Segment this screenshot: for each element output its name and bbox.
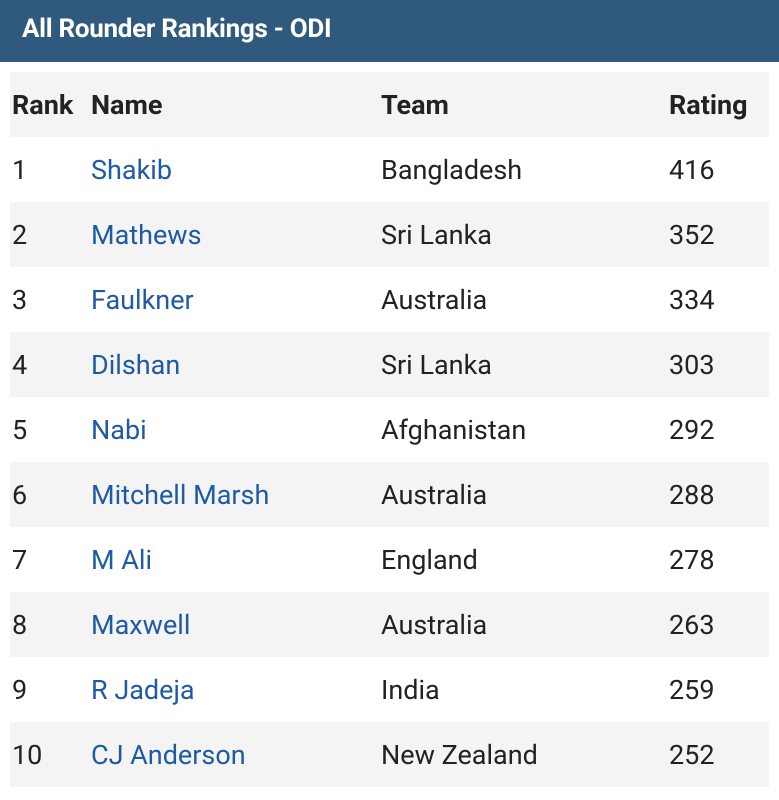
name-cell: Faulkner [91, 267, 381, 332]
player-link[interactable]: CJ Anderson [91, 738, 246, 771]
rating-cell: 352 [669, 202, 769, 267]
name-cell: M Ali [91, 527, 381, 592]
name-cell: Maxwell [91, 592, 381, 657]
rank-cell: 4 [10, 332, 91, 397]
team-cell: Sri Lanka [381, 202, 669, 267]
team-cell: Sri Lanka [381, 332, 669, 397]
header-title: All Rounder Rankings - ODI [22, 14, 332, 44]
header-row: Rank Name Team Rating [10, 72, 769, 137]
player-link[interactable]: Dilshan [91, 348, 181, 381]
player-link[interactable]: Shakib [91, 153, 172, 186]
table-row: 6 Mitchell Marsh Australia 288 [10, 462, 769, 527]
rating-cell: 252 [669, 722, 769, 787]
player-link[interactable]: Faulkner [91, 283, 194, 316]
column-header: Rank [10, 72, 91, 137]
player-link[interactable]: Nabi [91, 413, 147, 446]
player-link[interactable]: Mitchell Marsh [91, 478, 270, 511]
rating-cell: 416 [669, 153, 715, 186]
player-link[interactable]: R Jadeja [91, 673, 195, 706]
rank-cell: 10 [10, 722, 91, 787]
name-cell: Nabi [91, 397, 381, 462]
rankings-table: Rank Name Team Rating 1 Shakib Bangladesh 416 2… [10, 72, 769, 787]
player-link[interactable]: M Ali [91, 543, 153, 576]
team-cell: Bangladesh [381, 153, 523, 186]
team-cell: New Zealand [381, 722, 669, 787]
rank-cell: 6 [10, 462, 91, 527]
rating-cell: 292 [669, 413, 715, 446]
rating-cell: 278 [669, 543, 715, 576]
rank-cell: 1 [12, 153, 28, 186]
rank-cell: 7 [12, 543, 28, 576]
name-cell: Shakib [91, 137, 381, 202]
table-row: 1 Shakib Bangladesh 416 [10, 137, 769, 202]
team-cell: India [381, 673, 440, 706]
table-row: 9 R Jadeja India 259 [10, 657, 769, 722]
table-row: 2 Mathews Sri Lanka 352 [10, 202, 769, 267]
team-cell: Afghanistan [381, 413, 527, 446]
table-row: 8 Maxwell Australia 263 [10, 592, 769, 657]
table-body: 1 Shakib Bangladesh 416 2 Mathews Sri Lanka 352… [10, 137, 769, 787]
rank-cell: 2 [10, 202, 91, 267]
team-cell: Australia [381, 283, 488, 316]
name-cell: R Jadeja [91, 657, 381, 722]
rank-cell: 3 [12, 283, 28, 316]
rank-cell: 5 [12, 413, 28, 446]
rating-cell: 334 [669, 283, 715, 316]
name-cell: Mathews [91, 202, 381, 267]
column-header: Name [91, 72, 381, 137]
table-row: 3 Faulkner Australia 334 [10, 267, 769, 332]
team-cell: Australia [381, 592, 669, 657]
team-cell: Australia [381, 462, 669, 527]
player-link[interactable]: Maxwell [91, 608, 191, 641]
header-bar: All Rounder Rankings - ODI [0, 0, 779, 62]
player-link[interactable]: Mathews [91, 218, 202, 251]
rating-cell: 263 [669, 592, 769, 657]
team-cell: England [381, 543, 478, 576]
table-row: 5 Nabi Afghanistan 292 [10, 397, 769, 462]
name-cell: Dilshan [91, 332, 381, 397]
column-header: Team [381, 72, 669, 137]
rating-cell: 288 [669, 462, 769, 527]
rank-cell: 9 [12, 673, 28, 706]
rating-cell: 259 [669, 673, 715, 706]
table-row: 10 CJ Anderson New Zealand 252 [10, 722, 769, 787]
table-row: 4 Dilshan Sri Lanka 303 [10, 332, 769, 397]
rank-cell: 8 [10, 592, 91, 657]
rating-cell: 303 [669, 332, 769, 397]
column-header: Rating [669, 72, 769, 137]
table-row: 7 M Ali England 278 [10, 527, 769, 592]
name-cell: CJ Anderson [91, 722, 381, 787]
name-cell: Mitchell Marsh [91, 462, 381, 527]
